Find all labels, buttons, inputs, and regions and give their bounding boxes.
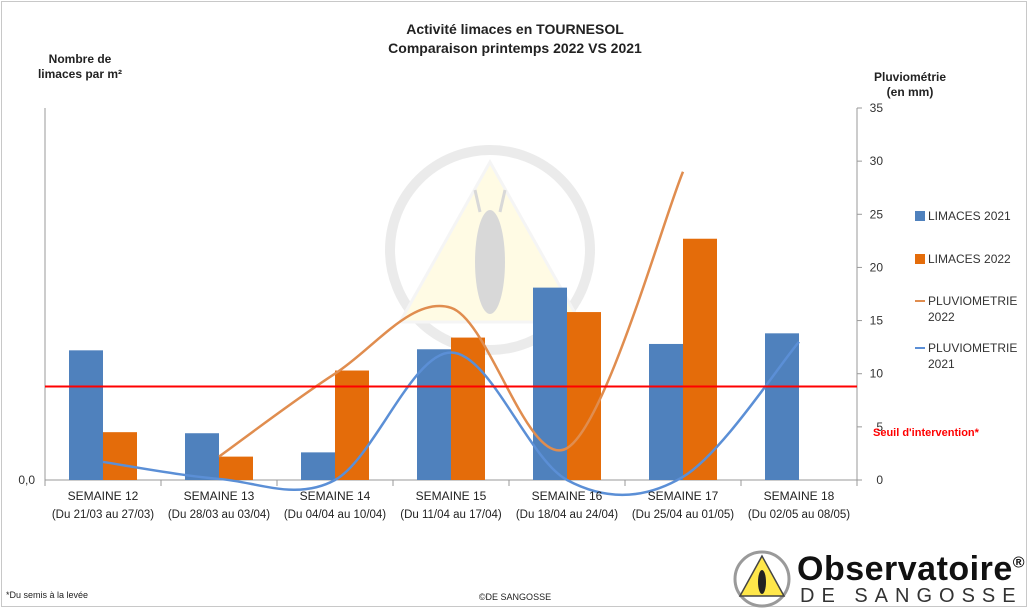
bar-limaces-2021 [185,433,219,480]
bar-limaces-2022 [567,312,601,480]
right-axis-tick-label: 15 [870,314,884,328]
left-axis-label-line2: limaces par m² [37,67,123,81]
x-tick-label-week: SEMAINE 13 [184,489,255,503]
right-axis-tick-label: 35 [870,101,884,115]
brand-logo-registered: ® [1012,554,1026,572]
right-axis-tick-label: 5 [876,420,883,434]
right-axis-tick-label: 10 [870,367,884,381]
chart-title-line2: Comparaison printemps 2022 VS 2021 [388,40,642,56]
x-tick-label-dates: (Du 18/04 au 24/04) [516,509,618,521]
x-tick-label-week: SEMAINE 14 [300,489,371,503]
legend-item-label: LIMACES 2021 [928,209,1011,223]
legend-item-label: LIMACES 2022 [928,252,1011,266]
x-tick-label-dates: (Du 02/05 au 08/05) [748,509,850,521]
x-tick-label-dates: (Du 11/04 au 17/04) [400,509,502,521]
legend-swatch [915,300,925,302]
x-tick-label-week: SEMAINE 12 [68,489,139,503]
bar-limaces-2022 [451,337,485,480]
copyright: ©DE SANGOSSE [478,592,552,602]
x-tick-label-week: SEMAINE 15 [416,489,487,503]
x-tick-label-dates: (Du 21/03 au 27/03) [52,509,154,521]
legend-swatch [915,211,925,221]
legend-swatch [915,347,925,349]
right-axis-tick-label: 20 [870,260,884,274]
bar-limaces-2021 [649,343,683,480]
right-axis-label: Pluviométrie (en mm) [855,70,965,100]
left-axis-label: Nombre de limaces par m² [20,52,140,82]
x-tick-label-dates: (Du 04/04 au 10/04) [284,509,386,521]
bar-limaces-2022 [219,456,253,480]
brand-logo-main: Observatoire® [797,550,1025,589]
brand-logo-main-text: Observatoire [797,550,1013,588]
left-axis-label-line1: Nombre de [48,52,112,66]
right-axis-tick-label: 0 [876,473,883,487]
x-tick-label-week: SEMAINE 17 [648,489,719,503]
x-tick-label-dates: (Du 28/03 au 03/04) [168,509,270,521]
brand-logo-icon [733,550,791,608]
right-axis-label-line2: (en mm) [886,85,934,99]
bar-limaces-2022 [683,238,717,480]
watermark-logo [385,145,595,355]
legend-item-label: PLUVIOMETRIE 2021 [928,341,1018,371]
chart-title-line1: Activité limaces en TOURNESOL [406,21,624,37]
brand-logo-sub: DE SANGOSSE [800,585,1023,607]
footnote-star: * [6,590,10,600]
bar-limaces-2022 [103,432,137,480]
right-axis-tick-label: 30 [870,154,884,168]
line-pluviometrie-2021 [102,341,800,497]
x-tick-label-week: SEMAINE 18 [764,489,835,503]
bar-limaces-2022 [335,370,369,480]
bar-limaces-2021 [417,349,451,480]
x-tick-label-week: SEMAINE 16 [532,489,603,503]
legend-item-label: PLUVIOMETRIE 2022 [928,294,1018,324]
threshold-label: Seuil d'intervention* [873,427,979,439]
left-axis-tick-label: 0,0 [18,473,35,487]
x-tick-label-dates: (Du 25/04 au 01/05) [632,509,734,521]
footnote-text: Du semis à la levée [9,590,89,600]
right-axis-label-line1: Pluviométrie [873,70,947,84]
bar-limaces-2021 [69,350,103,480]
footnote: *Du semis à la levée [6,590,88,600]
right-axis-tick-label: 25 [870,207,884,221]
legend-swatch [915,254,925,264]
bar-limaces-2021 [765,333,799,480]
bar-limaces-2021 [301,452,335,480]
